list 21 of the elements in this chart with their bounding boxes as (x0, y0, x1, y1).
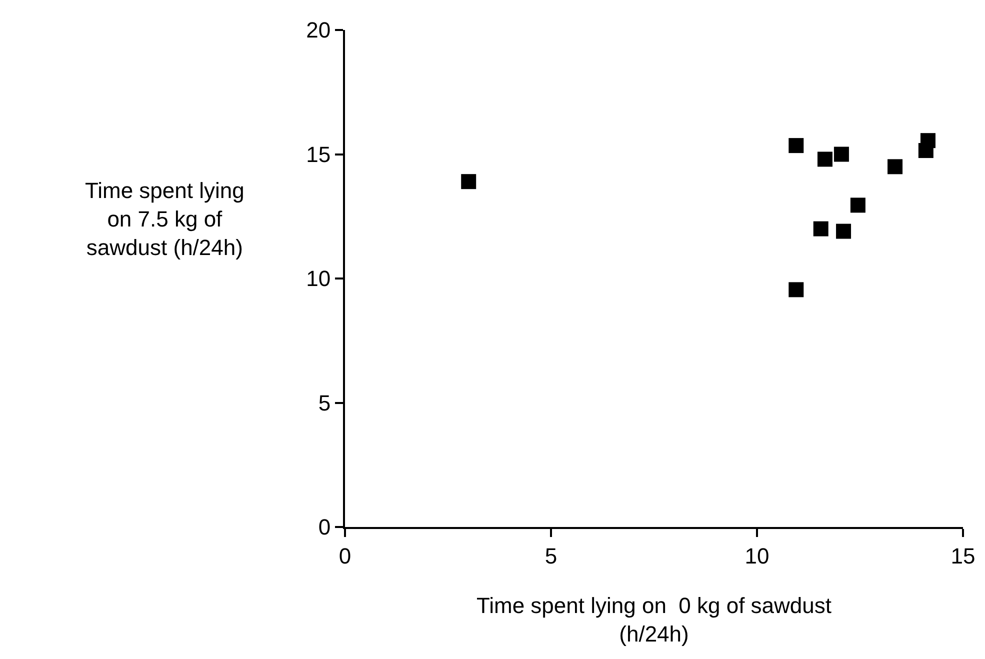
point (850, 198, 866, 213)
y-tick-label: 20 (306, 18, 331, 43)
x-tick-label: 0 (338, 543, 352, 568)
x-tick-label: 5 (544, 543, 558, 568)
point (813, 221, 828, 236)
y-tick-label: 0 (318, 514, 331, 540)
x-tick-label: 10 (744, 543, 770, 568)
point (834, 146, 849, 162)
x-tick-label: 15 (950, 543, 976, 568)
point (888, 159, 903, 174)
y-tick-label: 15 (306, 142, 331, 167)
y-tick-label: 5 (318, 390, 331, 416)
y-tick-label: 10 (306, 266, 331, 292)
point (461, 174, 476, 190)
x-axis-title: Time spent lying on 0 kg of sawdust (h/24h) (476, 592, 832, 646)
point (817, 152, 832, 167)
y-axis-title: Time spent lying on 7.5 kg of sawdust (h/24h) (85, 178, 244, 260)
point (836, 224, 852, 239)
point (920, 133, 936, 148)
point (788, 282, 804, 298)
point (788, 138, 804, 154)
